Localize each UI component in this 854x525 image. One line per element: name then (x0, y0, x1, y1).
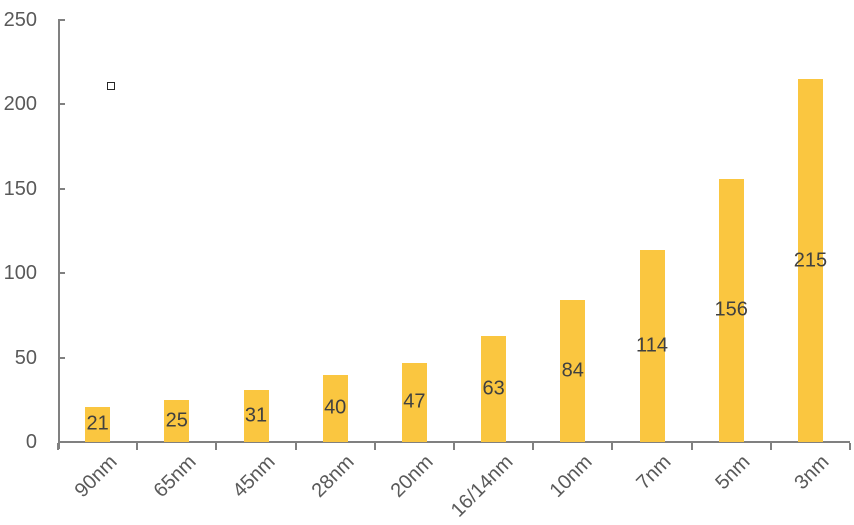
y-axis-tick (58, 441, 65, 443)
y-axis-tick (58, 356, 65, 359)
x-axis-label: 10nm (545, 451, 597, 502)
bar-value-label: 156 (714, 298, 748, 321)
y-axis-tick (58, 103, 65, 106)
bar-value-label: 21 (86, 412, 109, 435)
x-axis-tick (532, 443, 535, 450)
bar-value-label: 40 (324, 396, 347, 419)
y-axis-label: 0 (25, 431, 37, 453)
x-axis-tick (453, 443, 455, 450)
y-axis-label: 50 (14, 346, 37, 369)
x-axis-tick (611, 443, 614, 450)
bar-value-label: 63 (482, 377, 505, 400)
x-axis-label: 90nm (70, 451, 122, 502)
x-axis-label: 65nm (149, 451, 201, 502)
x-axis-label: 5nm (711, 451, 755, 495)
x-axis-label: 28nm (307, 451, 359, 502)
bar-value-label: 215 (793, 249, 828, 272)
x-axis-tick (373, 443, 376, 450)
bar: 40 (322, 374, 348, 442)
y-axis-tick (58, 187, 65, 190)
x-axis-label: 45nm (228, 451, 280, 502)
bar-value-label: 31 (244, 404, 268, 427)
bar-value-label: 47 (403, 390, 426, 413)
x-axis-label: 7nm (632, 451, 676, 495)
bar: 63 (481, 335, 507, 442)
bar: 84 (560, 300, 586, 442)
y-axis-label: 250 (3, 9, 37, 31)
x-axis-label: 20nm (387, 451, 438, 502)
y-axis-tick (58, 19, 65, 21)
x-axis-label: 3nm (790, 451, 834, 495)
x-axis-tick (136, 443, 139, 450)
bar-value-label: 25 (165, 409, 188, 432)
y-axis-tick (58, 272, 65, 275)
bar: 47 (401, 362, 427, 442)
y-axis-label: 200 (3, 93, 37, 116)
x-axis-tick (849, 443, 851, 450)
bar-value-label: 84 (561, 359, 584, 382)
y-axis-label: 100 (3, 262, 37, 285)
bar: 21 (85, 406, 111, 442)
y-axis-label: 150 (3, 177, 37, 200)
x-axis-tick (294, 443, 297, 450)
bar: 156 (715, 178, 748, 442)
x-axis-tick (215, 443, 218, 450)
x-axis-tick (769, 443, 772, 450)
x-axis-line (58, 441, 850, 443)
bar: 114 (636, 249, 668, 442)
empty-square-marker (107, 82, 115, 90)
x-axis-label: 16/14nm (446, 451, 518, 522)
y-axis-line (58, 20, 60, 449)
bar-value-label: 114 (636, 334, 668, 357)
bar: 215 (794, 79, 827, 442)
bar: 25 (164, 399, 190, 442)
x-axis-tick (57, 443, 59, 450)
bar: 31 (243, 389, 269, 442)
x-axis-tick (690, 443, 693, 450)
